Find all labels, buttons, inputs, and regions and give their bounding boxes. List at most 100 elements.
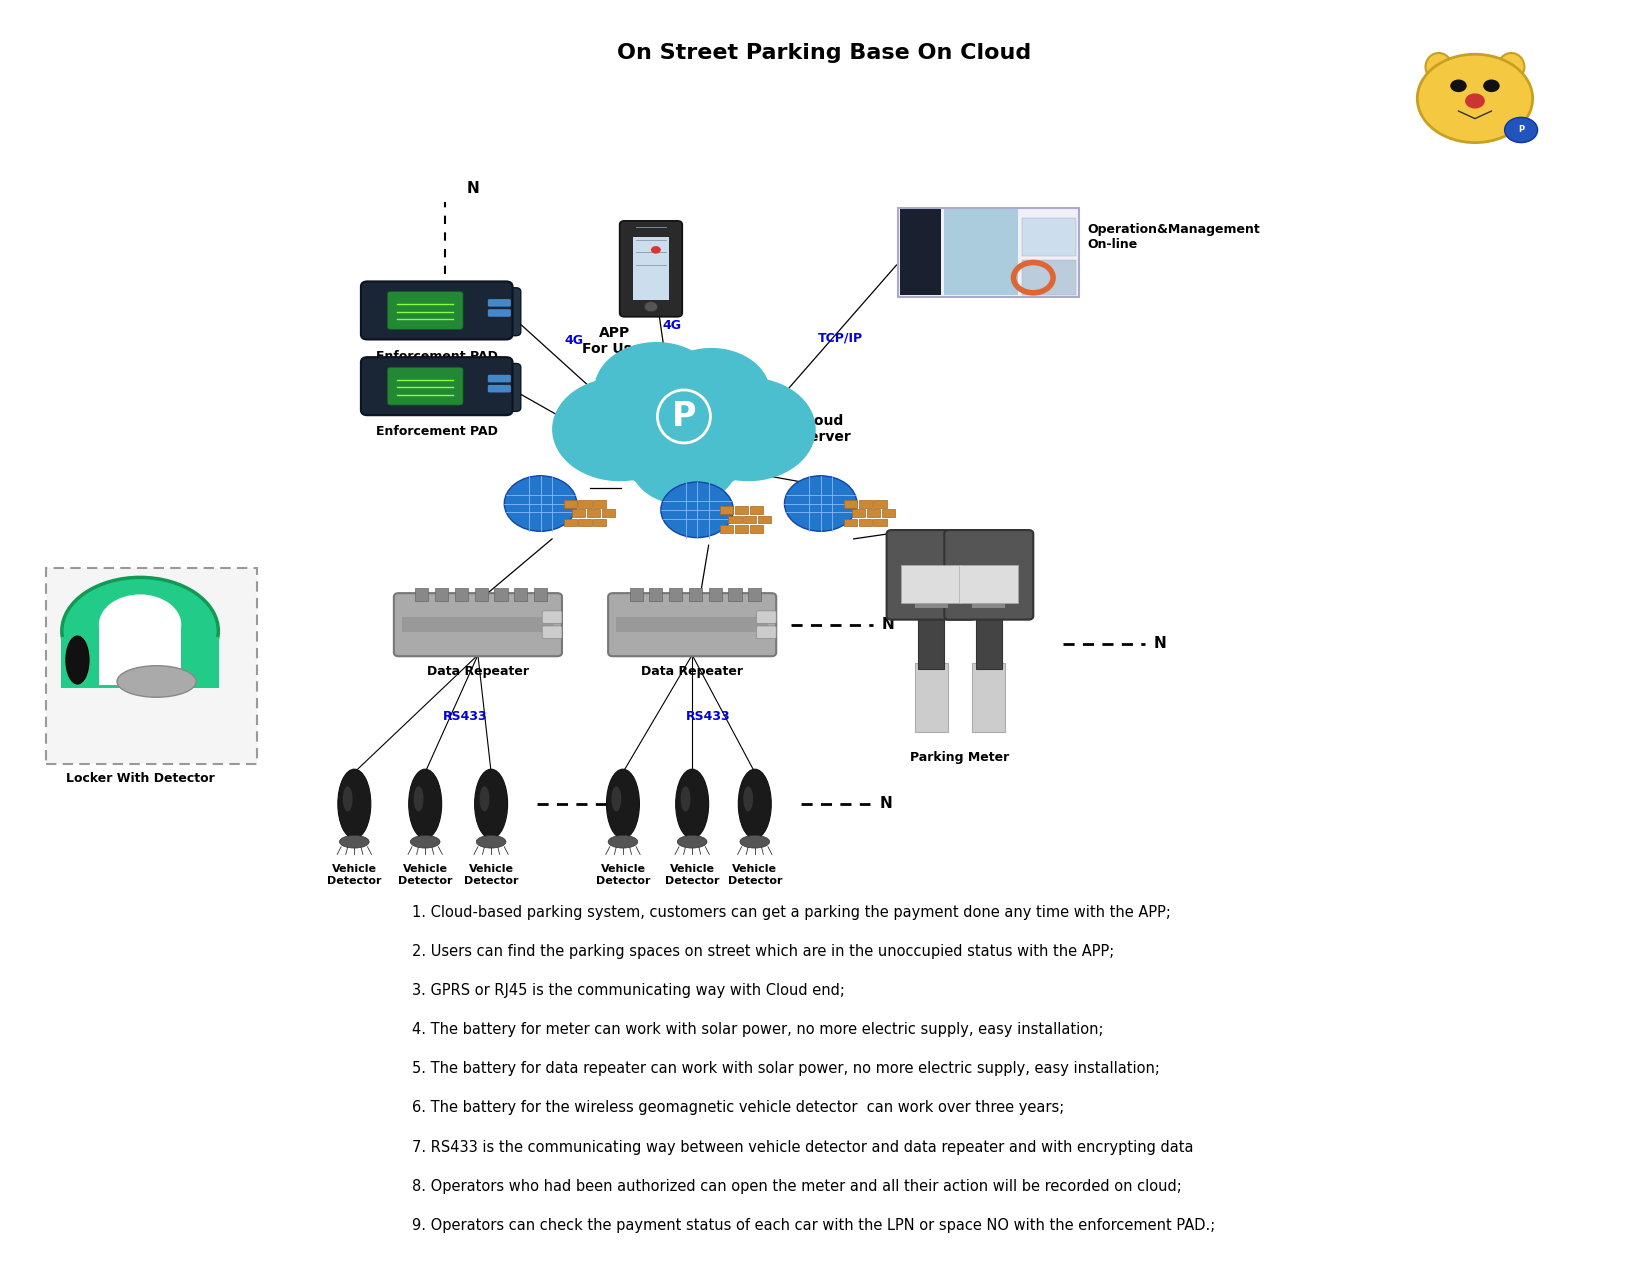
- Ellipse shape: [66, 636, 89, 684]
- FancyBboxPatch shape: [488, 309, 511, 317]
- FancyBboxPatch shape: [587, 510, 600, 517]
- FancyBboxPatch shape: [46, 568, 257, 764]
- FancyBboxPatch shape: [669, 588, 682, 601]
- Bar: [918, 612, 944, 669]
- Text: N: N: [616, 796, 630, 811]
- Ellipse shape: [1426, 53, 1452, 81]
- FancyBboxPatch shape: [852, 510, 865, 517]
- FancyBboxPatch shape: [387, 292, 463, 329]
- Circle shape: [1483, 80, 1500, 92]
- Text: Cloud
Server: Cloud Server: [799, 414, 850, 444]
- FancyBboxPatch shape: [689, 588, 702, 601]
- Text: Data Repeater: Data Repeater: [641, 665, 743, 678]
- FancyBboxPatch shape: [649, 588, 662, 601]
- FancyBboxPatch shape: [455, 588, 468, 601]
- FancyBboxPatch shape: [630, 588, 643, 601]
- Text: On Street Parking Base On Cloud: On Street Parking Base On Cloud: [616, 43, 1032, 63]
- Text: RS433: RS433: [686, 711, 732, 723]
- Circle shape: [552, 379, 687, 481]
- Ellipse shape: [681, 786, 691, 811]
- Ellipse shape: [475, 769, 508, 838]
- FancyBboxPatch shape: [361, 357, 513, 415]
- FancyBboxPatch shape: [959, 565, 1018, 603]
- Ellipse shape: [339, 835, 369, 848]
- Text: 9. Operators can check the payment status of each car with the LPN or space NO w: 9. Operators can check the payment statu…: [412, 1218, 1215, 1233]
- FancyBboxPatch shape: [593, 519, 606, 526]
- Circle shape: [1417, 54, 1533, 143]
- FancyBboxPatch shape: [564, 519, 577, 526]
- Ellipse shape: [409, 769, 442, 838]
- Text: Vehicle
Detector: Vehicle Detector: [463, 864, 519, 886]
- Text: N: N: [880, 796, 893, 811]
- Bar: [972, 663, 1005, 732]
- Text: 7. RS433 is the communicating way between vehicle detector and data repeater and: 7. RS433 is the communicating way betwee…: [412, 1140, 1193, 1155]
- Ellipse shape: [99, 594, 181, 655]
- FancyBboxPatch shape: [394, 593, 562, 656]
- Circle shape: [651, 246, 661, 254]
- Text: 5. The battery for data repeater can work with solar power, no more electric sup: 5. The battery for data repeater can wor…: [412, 1061, 1160, 1076]
- FancyBboxPatch shape: [514, 588, 527, 601]
- FancyBboxPatch shape: [593, 500, 606, 507]
- Text: 4G: 4G: [778, 454, 798, 467]
- FancyBboxPatch shape: [494, 588, 508, 601]
- FancyBboxPatch shape: [735, 506, 748, 514]
- FancyBboxPatch shape: [873, 500, 887, 507]
- FancyBboxPatch shape: [720, 525, 733, 533]
- FancyBboxPatch shape: [402, 617, 554, 632]
- FancyBboxPatch shape: [756, 626, 776, 639]
- FancyBboxPatch shape: [633, 237, 669, 300]
- Circle shape: [681, 379, 816, 481]
- Ellipse shape: [676, 769, 709, 838]
- FancyBboxPatch shape: [735, 525, 748, 533]
- Text: Vehicle
Detector: Vehicle Detector: [727, 864, 783, 886]
- FancyBboxPatch shape: [488, 299, 511, 307]
- Text: 4G: 4G: [564, 334, 583, 347]
- Ellipse shape: [343, 786, 353, 811]
- FancyBboxPatch shape: [387, 367, 463, 405]
- FancyBboxPatch shape: [720, 506, 733, 514]
- Text: Data Repeater: Data Repeater: [427, 665, 529, 678]
- FancyBboxPatch shape: [620, 221, 682, 317]
- Text: RS433: RS433: [442, 711, 488, 723]
- FancyBboxPatch shape: [867, 510, 880, 517]
- Text: Vehicle
Detector: Vehicle Detector: [664, 864, 720, 886]
- FancyBboxPatch shape: [1022, 260, 1076, 295]
- FancyBboxPatch shape: [542, 611, 562, 623]
- Text: 8. Operators who had been authorized can open the meter and all their action wil: 8. Operators who had been authorized can…: [412, 1179, 1182, 1194]
- Text: Vehicle
Detector: Vehicle Detector: [397, 864, 453, 886]
- Circle shape: [631, 423, 737, 504]
- Text: 4G: 4G: [662, 319, 682, 332]
- Circle shape: [784, 476, 857, 531]
- Ellipse shape: [743, 786, 753, 811]
- FancyBboxPatch shape: [944, 209, 1018, 295]
- FancyBboxPatch shape: [756, 611, 776, 623]
- Bar: [915, 604, 948, 608]
- Text: Vehicle
Detector: Vehicle Detector: [326, 864, 382, 886]
- FancyBboxPatch shape: [748, 588, 761, 601]
- FancyBboxPatch shape: [900, 209, 941, 295]
- Bar: [972, 604, 1005, 608]
- FancyBboxPatch shape: [488, 375, 511, 382]
- FancyBboxPatch shape: [578, 519, 592, 526]
- Text: Operation&Management
On-line: Operation&Management On-line: [1088, 223, 1261, 251]
- FancyBboxPatch shape: [873, 519, 887, 526]
- Text: P: P: [1518, 125, 1524, 135]
- FancyBboxPatch shape: [475, 588, 488, 601]
- Text: APP
For User: APP For User: [582, 326, 648, 356]
- FancyBboxPatch shape: [859, 500, 872, 507]
- Ellipse shape: [480, 786, 489, 811]
- FancyBboxPatch shape: [844, 500, 857, 507]
- Text: 1. Cloud-based parking system, customers can get a parking the payment done any : 1. Cloud-based parking system, customers…: [412, 905, 1170, 920]
- Bar: [99, 622, 181, 685]
- Ellipse shape: [410, 835, 440, 848]
- FancyBboxPatch shape: [415, 588, 428, 601]
- Text: Enforcement PAD: Enforcement PAD: [376, 425, 498, 438]
- Bar: [61, 637, 219, 688]
- Ellipse shape: [63, 577, 218, 684]
- Ellipse shape: [738, 769, 771, 838]
- FancyBboxPatch shape: [542, 626, 562, 639]
- FancyBboxPatch shape: [743, 516, 756, 524]
- FancyBboxPatch shape: [859, 519, 872, 526]
- FancyBboxPatch shape: [898, 208, 1079, 297]
- Text: N: N: [882, 617, 895, 632]
